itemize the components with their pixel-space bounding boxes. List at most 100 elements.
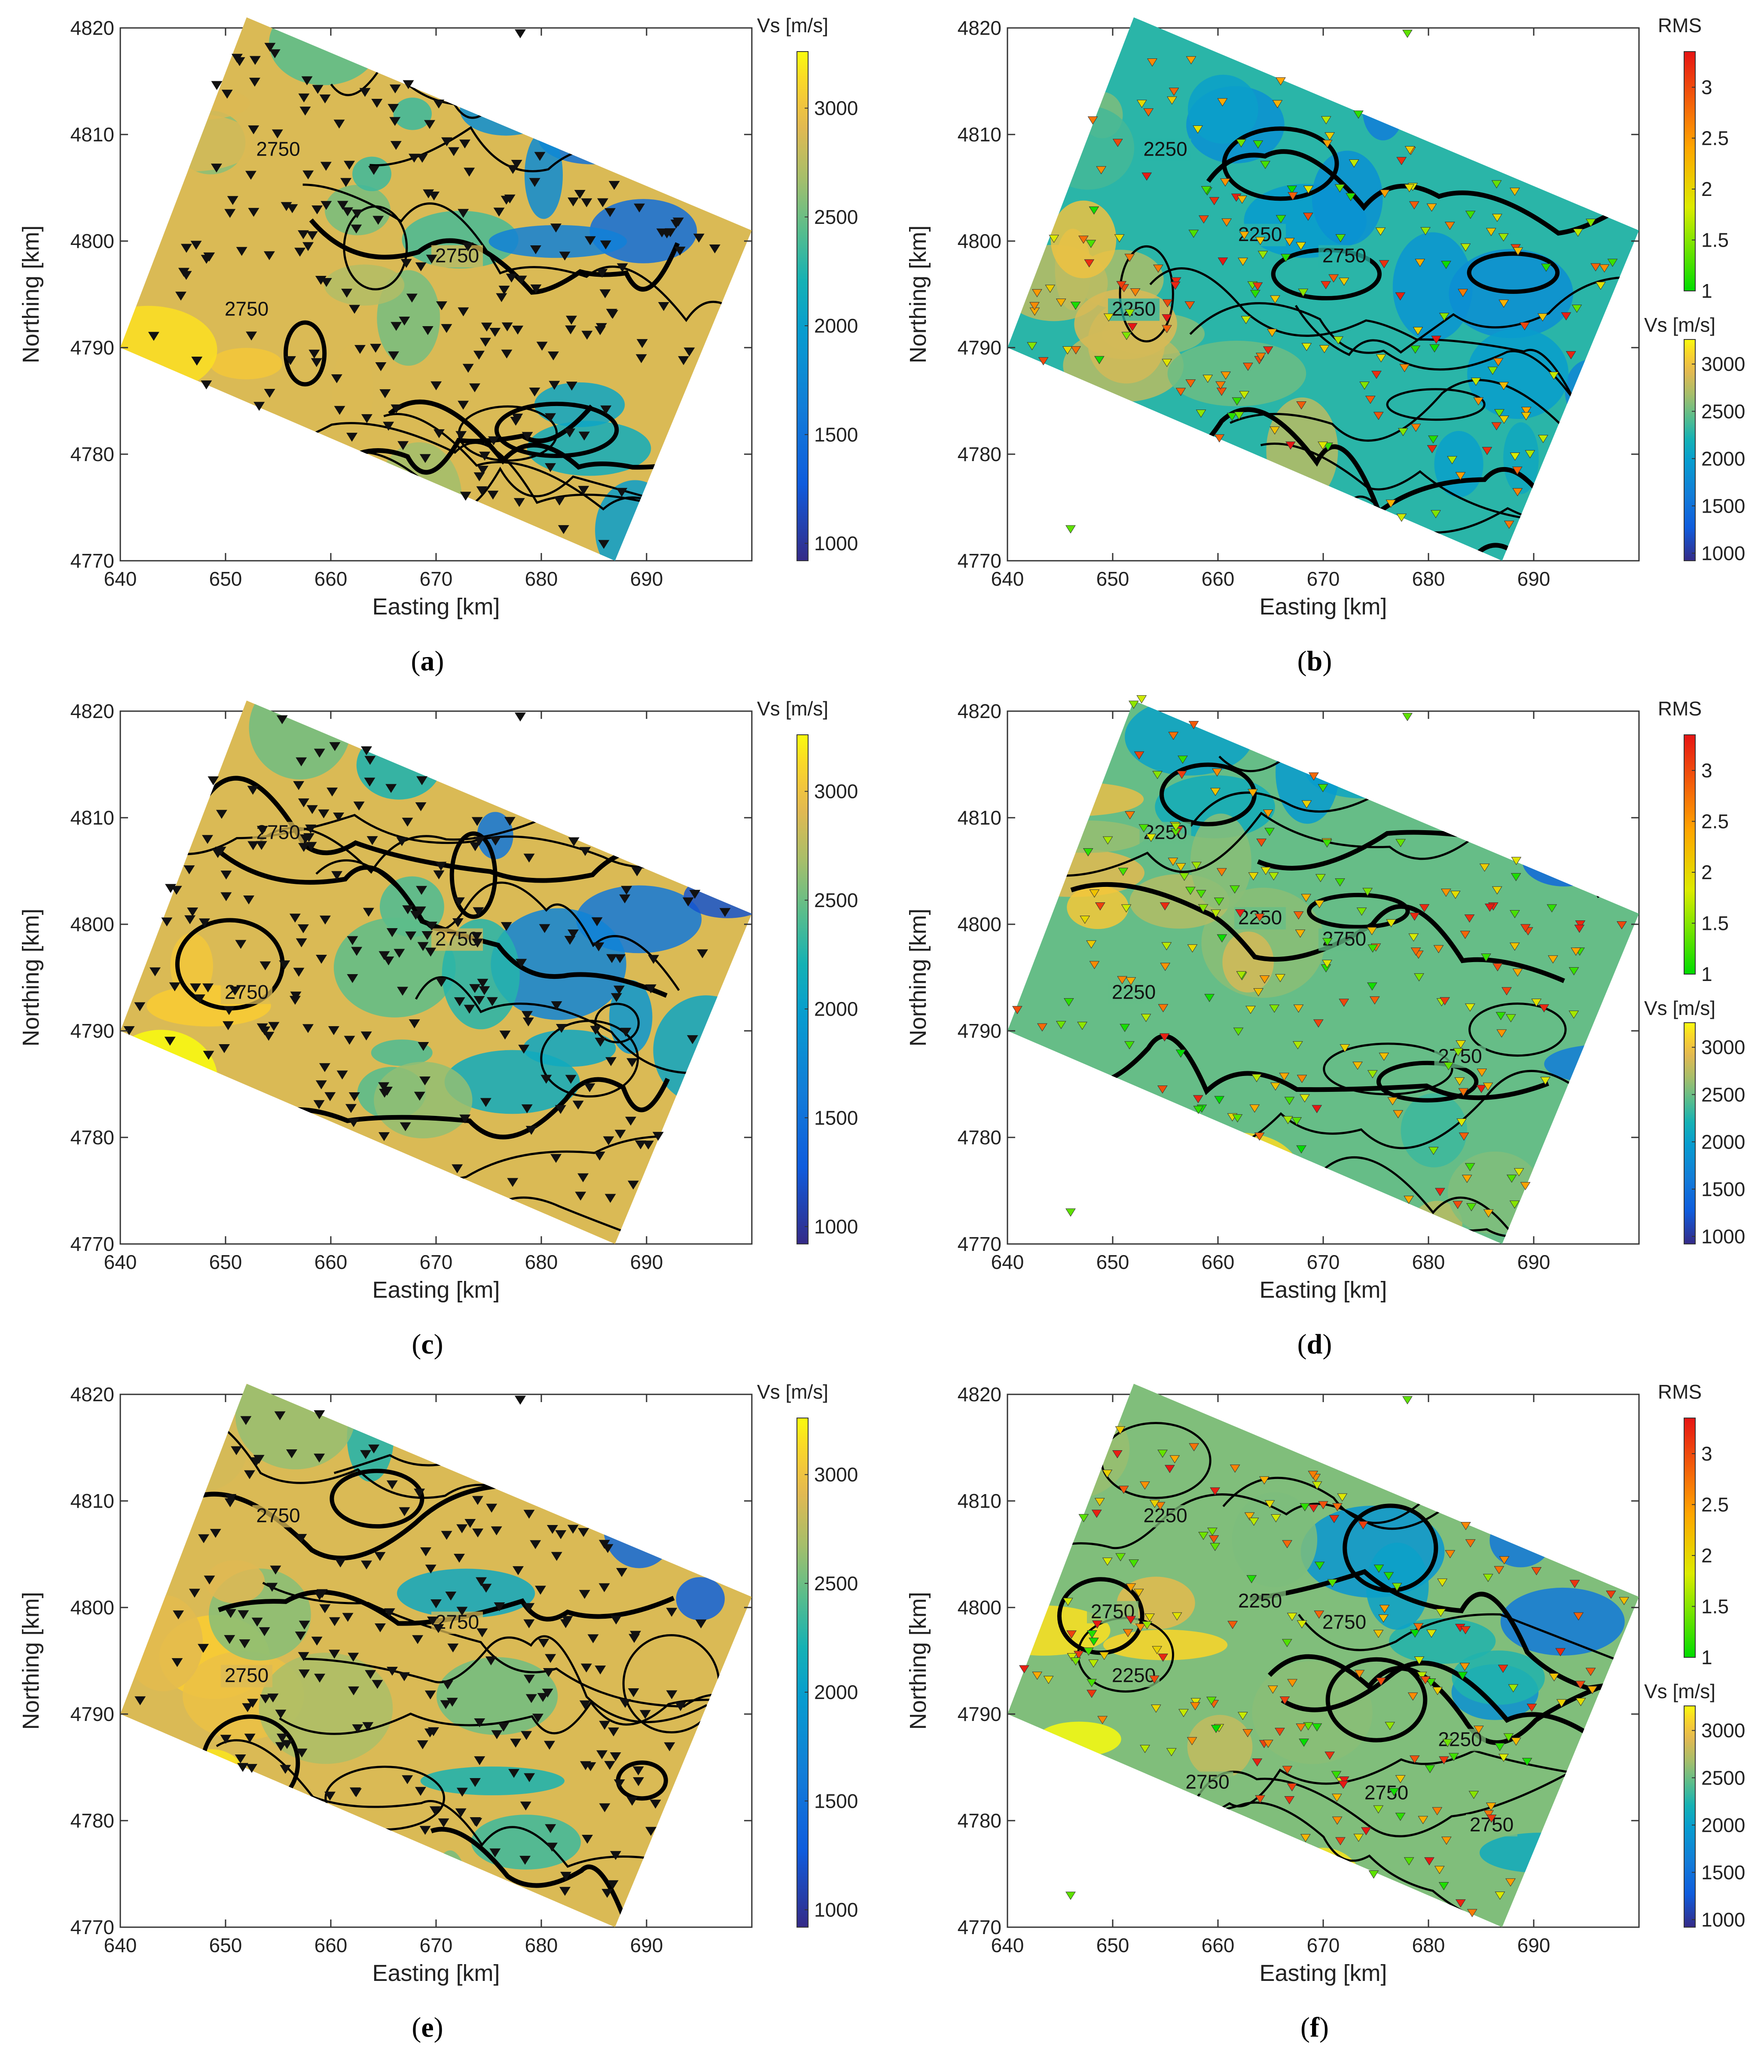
y-axis-label: Northing [km] (18, 1592, 44, 1730)
station-marker (1426, 203, 1437, 212)
station-marker (351, 209, 363, 219)
station-marker (412, 1635, 424, 1644)
station-marker (630, 1631, 641, 1640)
contour-label: 2750 (435, 244, 479, 267)
station-marker (1318, 784, 1328, 792)
x-tick-label: 670 (420, 1251, 453, 1273)
station-marker (312, 85, 324, 94)
station-marker (1158, 1004, 1169, 1012)
panel-a: 2750 2750 2750 640 650 660 670 680 690 4770 4780 47… (18, 14, 858, 677)
station-marker (548, 351, 559, 361)
x-tick-label: 670 (420, 1934, 453, 1956)
station-marker (1505, 1014, 1516, 1023)
station-marker (1102, 1470, 1113, 1478)
station-marker (415, 1787, 426, 1796)
station-marker (512, 413, 523, 423)
station-marker (438, 1818, 449, 1828)
station-marker (1314, 1562, 1325, 1570)
station-marker (1063, 998, 1074, 1007)
station-marker (607, 1880, 619, 1889)
station-marker (1284, 238, 1295, 246)
station-marker (1419, 904, 1430, 913)
station-marker (1124, 1041, 1135, 1050)
station-marker (498, 285, 510, 295)
station-marker (469, 984, 481, 993)
station-marker (1255, 1795, 1266, 1803)
station-marker (1358, 1521, 1368, 1530)
y-axis-label: Northing [km] (905, 1592, 931, 1730)
station-marker (458, 209, 469, 218)
station-marker (1434, 1866, 1445, 1874)
station-marker (1573, 1612, 1584, 1621)
station-marker (389, 117, 401, 126)
station-marker (1296, 401, 1307, 410)
station-marker (391, 322, 402, 331)
station-marker (1303, 1722, 1314, 1731)
station-marker (674, 246, 686, 256)
y-tick-label: 4810 (958, 123, 1001, 146)
station-marker (1511, 1737, 1521, 1746)
station-marker (1493, 358, 1504, 367)
station-marker (1164, 1465, 1175, 1473)
station-marker (1080, 915, 1090, 924)
station-marker (1218, 257, 1228, 266)
station-marker (1063, 1598, 1073, 1606)
station-marker (1392, 1583, 1402, 1591)
station-marker (1074, 1650, 1084, 1659)
station-marker (504, 817, 516, 826)
station-marker (1402, 1396, 1413, 1405)
x-tick-label: 660 (1202, 1934, 1235, 1956)
station-marker (1282, 1766, 1293, 1774)
station-marker (433, 870, 445, 880)
station-marker (1314, 1611, 1325, 1619)
station-marker (458, 400, 469, 410)
contour-loop (1376, 1060, 1479, 1103)
station-marker (560, 1872, 572, 1881)
station-marker (348, 1686, 360, 1696)
y-tick-label: 4800 (70, 1596, 114, 1619)
station-marker (709, 244, 720, 254)
station-marker (366, 836, 378, 845)
station-marker (566, 382, 577, 391)
rms-colorbar-tick-label: 2 (1701, 861, 1712, 883)
station-marker (501, 196, 512, 205)
station-marker (1367, 927, 1377, 935)
station-marker (1212, 768, 1222, 777)
station-marker (421, 931, 433, 940)
station-marker (1510, 910, 1520, 919)
station-marker (441, 1531, 452, 1540)
station-marker (1140, 1481, 1150, 1490)
station-marker (335, 1559, 346, 1568)
station-marker (1162, 359, 1172, 367)
station-marker (575, 1192, 586, 1201)
station-marker (1279, 1073, 1290, 1081)
station-marker (452, 918, 464, 927)
x-axis-label: Easting [km] (372, 1960, 500, 1986)
y-tick-label: 4800 (70, 230, 114, 252)
station-marker (247, 841, 259, 850)
station-marker (1124, 254, 1135, 262)
station-marker (1353, 110, 1364, 119)
station-marker (1264, 1500, 1275, 1509)
station-marker (1128, 700, 1139, 709)
vs-colorbar-tick-label: 2500 (1701, 400, 1745, 422)
station-marker (634, 203, 645, 213)
station-marker (293, 968, 305, 977)
station-marker (1432, 1807, 1443, 1815)
station-marker (1094, 1498, 1105, 1507)
station-marker (1425, 1678, 1436, 1687)
x-tick-label: 670 (420, 568, 453, 590)
station-marker (493, 208, 505, 217)
station-marker (285, 356, 296, 365)
station-marker (1445, 1550, 1456, 1559)
station-marker (1460, 1522, 1471, 1530)
station-marker (1236, 971, 1247, 980)
station-marker (1383, 1572, 1394, 1580)
station-marker (1141, 172, 1152, 181)
station-marker (415, 906, 426, 916)
station-marker (1188, 229, 1199, 238)
vs-colorbar (797, 1418, 809, 1928)
station-marker (1143, 108, 1154, 117)
station-marker (488, 436, 500, 446)
